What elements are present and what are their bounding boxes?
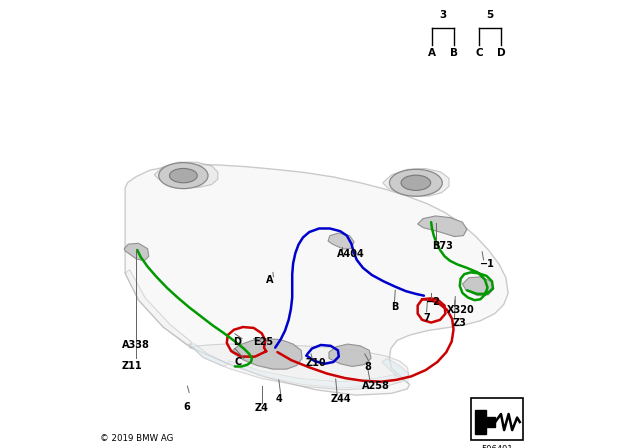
- Text: E25: E25: [253, 337, 273, 347]
- Text: Z3: Z3: [452, 318, 466, 327]
- Polygon shape: [232, 339, 302, 369]
- Polygon shape: [124, 243, 149, 261]
- Polygon shape: [418, 216, 467, 237]
- Polygon shape: [189, 344, 228, 366]
- Polygon shape: [190, 344, 409, 390]
- Text: −2: −2: [426, 297, 440, 307]
- Text: A: A: [266, 276, 274, 285]
- Polygon shape: [382, 358, 409, 383]
- Polygon shape: [125, 270, 192, 345]
- Polygon shape: [125, 165, 508, 395]
- Text: X320: X320: [447, 305, 475, 315]
- Polygon shape: [463, 277, 494, 296]
- Ellipse shape: [170, 168, 197, 183]
- Text: A258: A258: [362, 381, 390, 391]
- Polygon shape: [329, 344, 371, 366]
- Text: Z4: Z4: [255, 403, 269, 413]
- Text: Z11: Z11: [122, 361, 143, 370]
- Text: B: B: [391, 302, 398, 312]
- Text: −1: −1: [479, 259, 494, 269]
- Polygon shape: [228, 361, 396, 388]
- FancyBboxPatch shape: [470, 398, 524, 440]
- Polygon shape: [154, 162, 218, 187]
- Text: B73: B73: [432, 241, 453, 250]
- Text: C: C: [235, 357, 242, 367]
- Ellipse shape: [389, 169, 442, 196]
- Text: Z10: Z10: [306, 358, 326, 368]
- Text: 7: 7: [423, 313, 430, 323]
- Text: 6: 6: [183, 402, 190, 412]
- Text: 4: 4: [275, 394, 282, 404]
- Text: © 2019 BMW AG: © 2019 BMW AG: [100, 434, 174, 443]
- Text: A338: A338: [122, 340, 150, 350]
- Text: A: A: [428, 48, 436, 58]
- Text: B: B: [450, 48, 458, 58]
- Polygon shape: [328, 233, 354, 249]
- Text: D: D: [497, 48, 506, 58]
- Polygon shape: [475, 410, 495, 434]
- Text: 8: 8: [365, 362, 372, 372]
- Text: Z44: Z44: [331, 394, 351, 404]
- Text: 506491: 506491: [481, 445, 513, 448]
- Text: 5: 5: [486, 10, 494, 20]
- Text: A404: A404: [337, 250, 365, 259]
- Text: C: C: [476, 48, 483, 58]
- Ellipse shape: [159, 163, 208, 189]
- Text: D: D: [233, 337, 241, 347]
- Ellipse shape: [401, 175, 431, 190]
- Text: 3: 3: [440, 10, 447, 20]
- Polygon shape: [383, 168, 449, 196]
